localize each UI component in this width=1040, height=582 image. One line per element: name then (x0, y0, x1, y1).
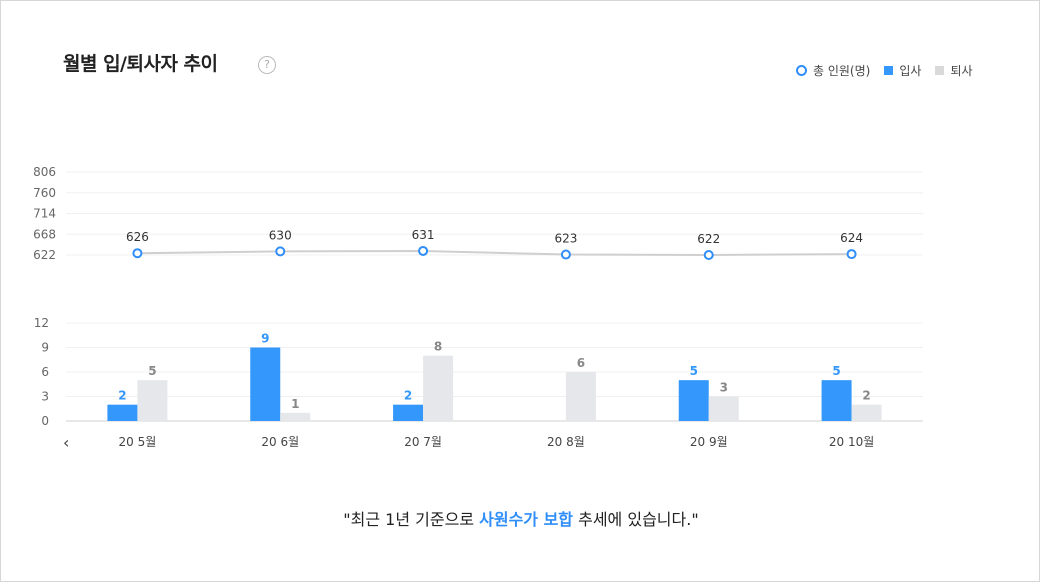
legend-label-total: 총 인원(명) (813, 64, 871, 78)
line-y-tick-label: 806 (33, 165, 56, 179)
summary-text: "최근 1년 기준으로 사원수가 보합 추세에 있습니다." (1, 506, 1040, 530)
total-data-label: 623 (554, 232, 577, 246)
legend-label-hire: 입사 (899, 64, 922, 78)
legend-item-hire[interactable]: 입사 (884, 62, 921, 79)
summary-suffix: 추세에 있습니다." (573, 510, 699, 529)
total-line (137, 249, 852, 257)
total-data-label: 622 (697, 232, 720, 246)
resign-data-label: 6 (577, 356, 585, 370)
hire-data-label: 5 (832, 364, 840, 378)
x-tick-label: 20 9월 (690, 435, 728, 449)
hire-bar (678, 380, 709, 421)
line-y-tick-label: 714 (33, 207, 56, 221)
resign-bar (280, 412, 311, 421)
legend-item-resign[interactable]: 퇴사 (935, 62, 973, 79)
total-point (846, 249, 857, 260)
resign-data-label: 3 (720, 381, 728, 395)
blue-square-icon (884, 66, 894, 75)
hire-data-label: 9 (261, 332, 269, 346)
x-tick-label: 20 7월 (404, 435, 442, 449)
resign-bar (137, 380, 168, 421)
total-point (418, 245, 429, 256)
x-tick-label: 20 6월 (261, 435, 299, 449)
total-point (703, 250, 714, 260)
hire-data-label: 5 (690, 364, 698, 378)
resign-bar (423, 355, 454, 421)
line-y-tick-label: 760 (33, 186, 56, 200)
line-y-tick-label: 622 (33, 248, 56, 262)
total-data-label: 624 (840, 231, 863, 245)
help-icon[interactable]: ? (258, 56, 276, 74)
hire-data-label: 2 (404, 389, 412, 403)
total-data-label: 631 (412, 228, 435, 242)
circle-marker-icon (796, 65, 807, 76)
hire-bar (821, 380, 852, 421)
resign-bar (565, 372, 596, 421)
bar-y-tick-label: 6 (41, 365, 49, 379)
summary-prefix: "최근 1년 기준으로 (343, 510, 480, 529)
bar-y-tick-label: 3 (41, 390, 49, 404)
chevron-left-icon[interactable]: ‹ (63, 433, 70, 452)
total-data-label: 630 (269, 228, 292, 242)
bar-y-tick-label: 9 (41, 341, 49, 355)
resign-data-label: 8 (434, 340, 442, 354)
resign-bar (851, 404, 882, 421)
resign-data-label: 1 (291, 397, 299, 411)
hire-bar (250, 347, 281, 421)
resign-data-label: 5 (148, 364, 156, 378)
resign-bar (708, 396, 739, 421)
bar-y-tick-label: 12 (34, 316, 49, 330)
x-tick-label: 20 5월 (119, 435, 157, 449)
total-point (560, 249, 571, 260)
x-tick-label: 20 10월 (829, 435, 874, 449)
total-point (132, 248, 143, 259)
hire-bar (107, 404, 138, 421)
line-y-tick-label: 668 (33, 227, 56, 241)
bar-y-tick-label: 0 (41, 414, 49, 428)
chart-legend: 총 인원(명) 입사 퇴사 (796, 62, 987, 79)
total-point (275, 246, 286, 257)
legend-label-resign: 퇴사 (950, 64, 973, 78)
hire-bar (393, 404, 424, 421)
summary-highlight: 사원수가 보합 (479, 510, 574, 529)
page-title: 월별 입/퇴사자 추이 (63, 53, 218, 75)
gray-square-icon (935, 66, 945, 75)
resign-data-label: 2 (862, 389, 870, 403)
legend-item-total[interactable]: 총 인원(명) (796, 62, 870, 79)
x-tick-label: 20 8월 (547, 435, 585, 449)
hire-data-label: 2 (118, 389, 126, 403)
total-data-label: 626 (126, 230, 149, 244)
